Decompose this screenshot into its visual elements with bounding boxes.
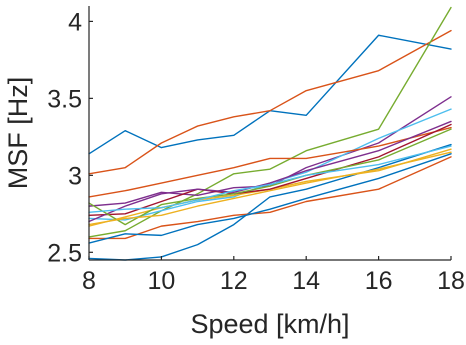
series-layer <box>88 6 452 261</box>
x-tick-label: 18 <box>437 267 465 295</box>
y-tick-label: 2.5 <box>47 239 82 267</box>
axes-layer <box>88 6 451 261</box>
series-line-3 <box>88 6 452 238</box>
series-line-4 <box>88 96 452 207</box>
series-line-14 <box>88 145 452 213</box>
series-line-1 <box>88 34 452 155</box>
series-line-2 <box>88 29 452 175</box>
series-line-11 <box>88 123 452 217</box>
series-line-12 <box>88 120 452 223</box>
series-line-6 <box>88 126 452 198</box>
series-line-15 <box>88 151 452 226</box>
x-axis-label: Speed [km/h] <box>190 309 349 339</box>
y-tick-label: 3.5 <box>47 85 82 113</box>
series-line-10 <box>88 153 452 244</box>
y-tick-label: 3 <box>68 162 82 190</box>
y-tick-label: 4 <box>68 8 82 36</box>
x-tick-label: 16 <box>365 267 393 295</box>
y-axis-label: MSF [Hz] <box>3 77 33 190</box>
x-tick-label: 14 <box>292 267 320 295</box>
ticks-layer: 8 10 12 14 16 18 2.5 3 3.5 4 <box>47 8 465 295</box>
x-tick-label: 8 <box>82 267 96 295</box>
series-line-7 <box>88 143 452 261</box>
x-tick-label: 10 <box>147 267 175 295</box>
x-tick-label: 12 <box>220 267 248 295</box>
